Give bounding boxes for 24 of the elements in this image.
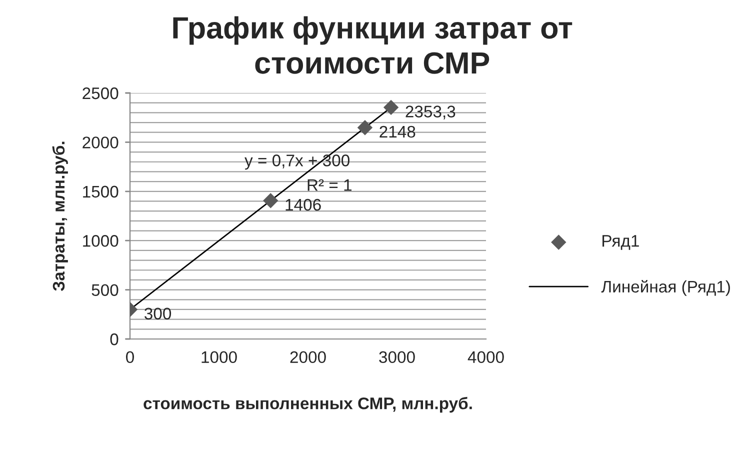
x-tick-label: 3000 bbox=[379, 351, 415, 364]
x-tick-label: 4000 bbox=[468, 351, 504, 364]
y-axis-title: Затраты, млн.руб. bbox=[52, 142, 68, 291]
point bbox=[357, 120, 373, 136]
y-tick-label: 1000 bbox=[83, 235, 118, 247]
x-tick-label: 1000 bbox=[202, 351, 237, 364]
x-tick-label: 2000 bbox=[290, 351, 326, 364]
y-tick-label: 2000 bbox=[82, 136, 118, 148]
y-tick-label: 2500 bbox=[82, 87, 118, 100]
x-axis-title: стоимость выполненных СМР, млн.руб. bbox=[144, 396, 472, 413]
legend-label: Линейная (Ряд1) bbox=[601, 280, 730, 296]
annotation: y = 0,7x + 300 bbox=[244, 154, 350, 170]
annotation: R² = 1 bbox=[308, 179, 352, 191]
data-label: 1406 bbox=[286, 198, 321, 211]
data-label: 2148 bbox=[380, 126, 416, 138]
x-tick-label: 0 bbox=[126, 351, 134, 364]
data-label: 2353,3 bbox=[406, 106, 456, 120]
y-tick-label: 500 bbox=[92, 284, 118, 296]
chart-title: График функции затрат от стоимости СМР bbox=[173, 16, 572, 74]
y-tick-label: 0 bbox=[110, 333, 118, 346]
point bbox=[383, 100, 399, 116]
legend-label: Ряд1 bbox=[602, 235, 639, 250]
data-label: 300 bbox=[144, 308, 172, 320]
y-tick-label: 1500 bbox=[83, 186, 118, 198]
